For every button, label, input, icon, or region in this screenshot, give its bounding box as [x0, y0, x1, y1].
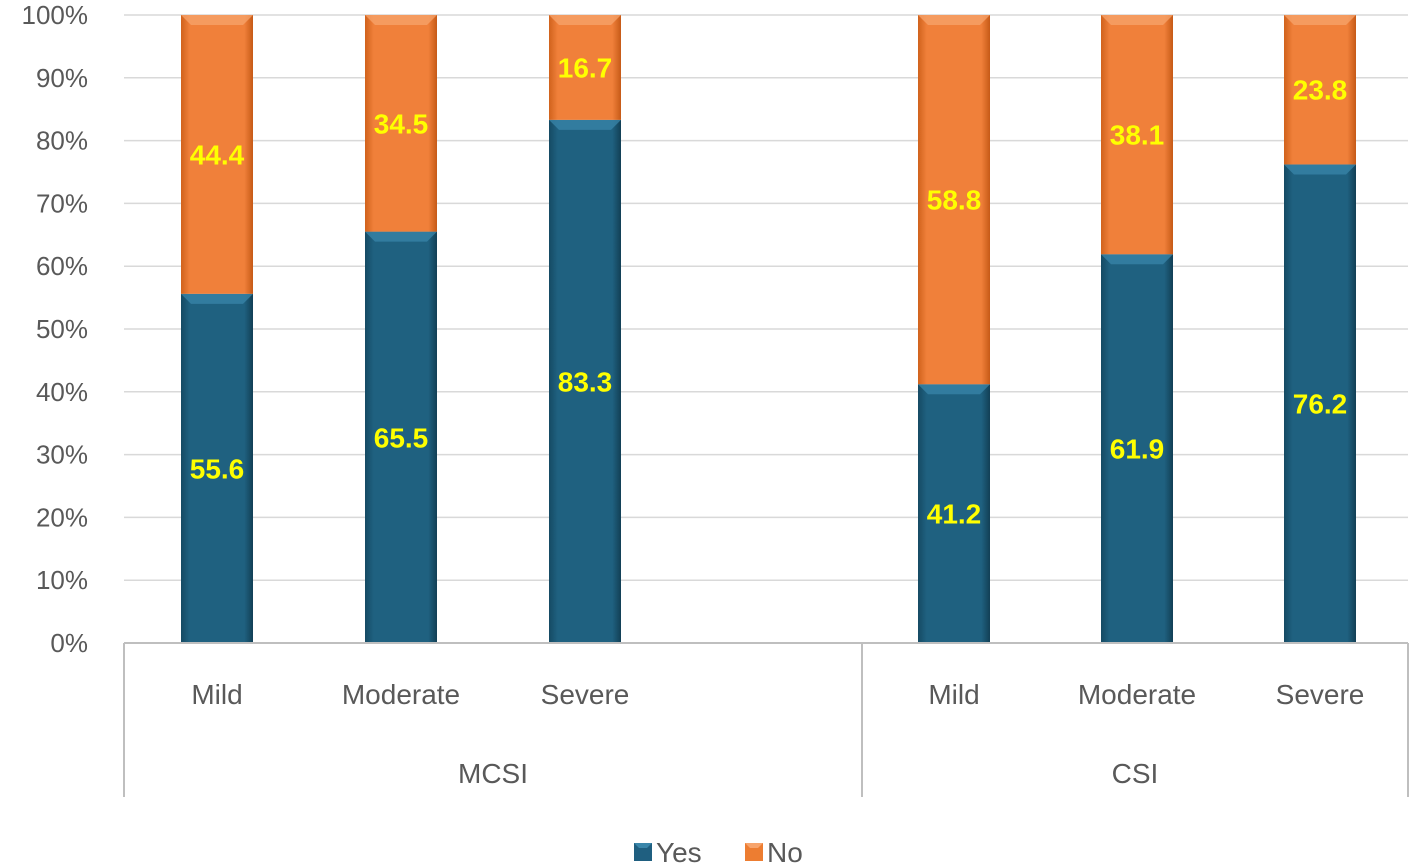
bar-yes [1284, 164, 1356, 644]
bar-bevel [1101, 254, 1173, 265]
bar-bevel [918, 15, 990, 25]
bar-yes [181, 293, 253, 643]
bar-bevel [549, 119, 621, 130]
bar-yes [918, 384, 990, 643]
x-axis: Mild Moderate Severe MCSI Mild Moderate Severe… [123, 642, 1409, 797]
bar-bevel [549, 15, 621, 25]
data-label: 65.5 [374, 422, 429, 453]
bar-bevel [1284, 164, 1356, 175]
data-label: 58.8 [927, 185, 982, 216]
bar-no [549, 15, 621, 120]
bars [181, 15, 1356, 644]
data-label: 83.3 [558, 366, 613, 397]
y-tick-label: 10% [36, 565, 88, 595]
bar-no [365, 15, 437, 232]
data-labels: 55.6 44.4 65.5 34.5 83.3 16.7 41.2 58.8 61.9 38.1… [190, 52, 1348, 529]
group-label: MCSI [458, 758, 528, 789]
data-label: 16.7 [558, 52, 613, 83]
y-tick-label: 70% [36, 188, 88, 218]
bar-no [181, 15, 253, 294]
data-label: 41.2 [927, 499, 982, 530]
bar-no [918, 15, 990, 385]
bar-no [1101, 15, 1173, 255]
bar-bevel [918, 384, 990, 395]
bar-bevel [365, 231, 437, 242]
data-label: 23.8 [1293, 75, 1348, 106]
y-axis-ticks: 0% 10% 20% 30% 40% 50% 60% 70% 80% 90% 100% [22, 0, 89, 658]
bar-yes [1101, 254, 1173, 643]
data-label: 44.4 [190, 139, 245, 170]
category-label: Mild [191, 679, 242, 710]
data-label: 76.2 [1293, 389, 1348, 420]
y-tick-label: 20% [36, 502, 88, 532]
bar-bevel [181, 15, 253, 25]
bar-no [1284, 15, 1356, 165]
legend-swatch-bevel [745, 843, 763, 848]
category-label: Moderate [342, 679, 460, 710]
y-tick-label: 60% [36, 251, 88, 281]
legend-label-yes: Yes [656, 837, 702, 867]
y-tick-label: 80% [36, 126, 88, 156]
bar-bevel [1101, 15, 1173, 25]
y-tick-label: 30% [36, 440, 88, 470]
data-label: 38.1 [1110, 120, 1165, 151]
category-label: Severe [1276, 679, 1365, 710]
category-label: Moderate [1078, 679, 1196, 710]
bar-yes [549, 119, 621, 644]
bar-bevel [365, 15, 437, 25]
y-tick-label: 50% [36, 314, 88, 344]
gridlines [124, 14, 1408, 581]
y-tick-label: 90% [36, 63, 88, 93]
legend: Yes No [634, 837, 803, 867]
group-label: CSI [1112, 758, 1159, 789]
data-label: 61.9 [1110, 434, 1165, 465]
y-tick-label: 0% [50, 628, 88, 658]
legend-swatch-bevel [634, 843, 652, 848]
legend-label-no: No [767, 837, 803, 867]
category-label: Severe [541, 679, 630, 710]
bar-bevel [1284, 15, 1356, 25]
data-label: 34.5 [374, 108, 429, 139]
category-label: Mild [928, 679, 979, 710]
bar-bevel [181, 293, 253, 304]
y-tick-label: 100% [22, 0, 89, 30]
data-label: 55.6 [190, 453, 245, 484]
bar-yes [365, 231, 437, 643]
y-tick-label: 40% [36, 377, 88, 407]
